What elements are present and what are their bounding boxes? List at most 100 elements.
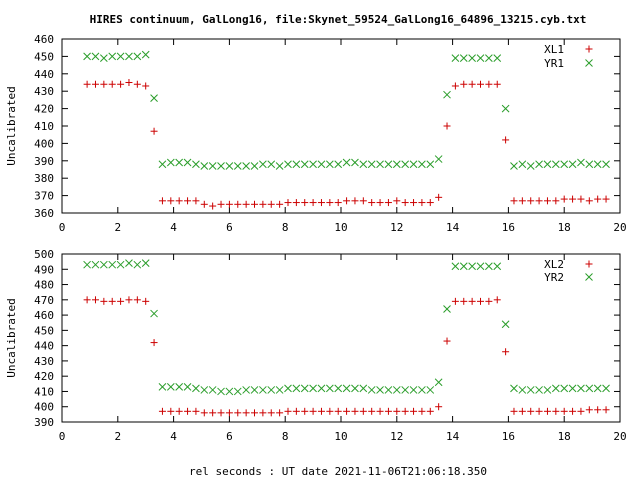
data-point-YR2 [99, 260, 108, 269]
data-point-XL2 [276, 409, 284, 417]
series-YR2 [83, 259, 610, 396]
data-point-YR1 [585, 160, 594, 169]
data-point-YR1 [501, 104, 510, 113]
data-point-XL2 [158, 407, 166, 415]
data-point-YR1-d2 [526, 162, 535, 170]
data-point-XL2 [100, 297, 108, 305]
data-point-XL1 [543, 197, 551, 205]
data-point-XL1 [184, 197, 192, 205]
legend-marker-XL2 [585, 260, 593, 268]
data-point-YR2 [150, 309, 158, 318]
data-point-YR2 [468, 262, 476, 271]
data-point-XL2 [326, 407, 334, 415]
data-point-YR2 [501, 320, 510, 329]
legend-marker-YR1-d2 [585, 59, 593, 67]
data-point-XL2 [535, 407, 543, 415]
data-point-YR1-d2 [409, 160, 418, 169]
data-point-YR2 [535, 386, 543, 394]
data-point-XL1 [251, 200, 259, 208]
data-point-XL2 [184, 407, 192, 415]
data-point-XL2 [225, 409, 233, 417]
x-tick-label: 0 [59, 430, 66, 443]
data-point-XL2 [493, 296, 501, 304]
legend-marker-YR2 [585, 273, 593, 281]
x-tick-label: 12 [390, 430, 403, 443]
data-point-XL1 [175, 197, 183, 205]
data-point-YR1-d2 [275, 162, 284, 170]
x-tick-label: 20 [613, 221, 626, 234]
data-point-YR1 [476, 54, 485, 62]
data-point-XL1 [259, 200, 267, 208]
data-point-XL1 [108, 80, 116, 88]
data-point-YR1 [309, 160, 317, 169]
data-point-YR1 [351, 158, 359, 167]
data-point-YR2 [568, 384, 577, 393]
data-point-YR2-d2 [418, 386, 426, 394]
data-point-XL2 [527, 407, 535, 415]
y-tick-label: 430 [34, 355, 54, 368]
data-point-XL1 [309, 199, 317, 207]
data-point-YR1 [493, 54, 502, 62]
data-point-YR1 [108, 52, 117, 61]
y-tick-label: 390 [34, 416, 54, 429]
data-point-YR2-d2 [451, 262, 460, 271]
data-point-XL1 [460, 80, 468, 88]
legend-label-XL2: XL2 [544, 258, 564, 271]
data-point-XL1 [125, 79, 133, 86]
data-point-YR2 [284, 384, 292, 393]
data-point-XL1 [594, 195, 602, 203]
data-point-XL2 [125, 296, 133, 304]
legend-marker-XL1 [585, 45, 593, 53]
data-point-XL1 [376, 199, 384, 207]
x-tick-label: 8 [282, 221, 289, 234]
data-point-YR1 [526, 162, 535, 170]
y-tick-label: 410 [34, 120, 54, 133]
y-tick-label: 490 [34, 263, 54, 276]
data-point-YR2-d2 [150, 309, 158, 318]
data-point-YR1 [451, 54, 460, 62]
data-point-YR2 [334, 384, 343, 393]
data-point-YR1-d2 [493, 54, 502, 62]
x-tick-label: 6 [226, 430, 233, 443]
y-tick-label: 500 [34, 248, 54, 261]
data-point-YR1 [376, 160, 384, 169]
data-point-YR1 [367, 160, 376, 169]
data-point-YR2 [275, 386, 284, 394]
data-point-YR2-d2 [560, 384, 569, 393]
data-point-YR1-d2 [376, 160, 384, 169]
data-point-XL2 [552, 407, 560, 415]
x-tick-label: 18 [558, 221, 571, 234]
data-point-XL1 [527, 197, 535, 205]
data-point-XL2 [209, 409, 217, 417]
y-tick-label: 420 [34, 103, 54, 116]
data-point-YR1 [150, 94, 158, 103]
legend-label-XL1: XL1 [544, 43, 564, 56]
data-point-YR1 [551, 160, 560, 169]
data-point-YR2 [208, 386, 217, 394]
x-tick-label: 14 [446, 221, 460, 234]
data-point-YR2-d2 [551, 384, 560, 393]
data-point-YR2-d2 [116, 260, 125, 269]
data-point-YR1 [392, 160, 401, 169]
data-point-YR1 [485, 54, 493, 62]
data-point-YR2-d2 [275, 386, 284, 394]
data-point-XL2 [451, 297, 459, 305]
data-point-YR2-d2 [535, 386, 543, 394]
x-axis-label: rel seconds : UT date 2021-11-06T21:06:1… [189, 465, 487, 478]
data-point-XL2 [443, 337, 451, 345]
data-point-XL1 [334, 199, 342, 207]
data-point-YR2 [158, 383, 167, 391]
data-point-XL2 [393, 407, 401, 415]
data-point-YR2 [476, 262, 485, 271]
data-point-YR1 [409, 160, 418, 169]
data-point-XL2 [585, 406, 593, 414]
data-point-YR2-d2 [577, 384, 585, 393]
data-point-XL1 [301, 199, 309, 207]
data-point-YR2-d2 [384, 386, 393, 394]
y-tick-label: 410 [34, 385, 54, 398]
data-point-YR1 [560, 160, 569, 169]
data-point-YR1-d2 [91, 52, 100, 61]
data-point-YR2-d2 [526, 386, 535, 394]
data-point-XL2 [284, 407, 292, 415]
data-point-YR2-d2 [158, 383, 167, 391]
